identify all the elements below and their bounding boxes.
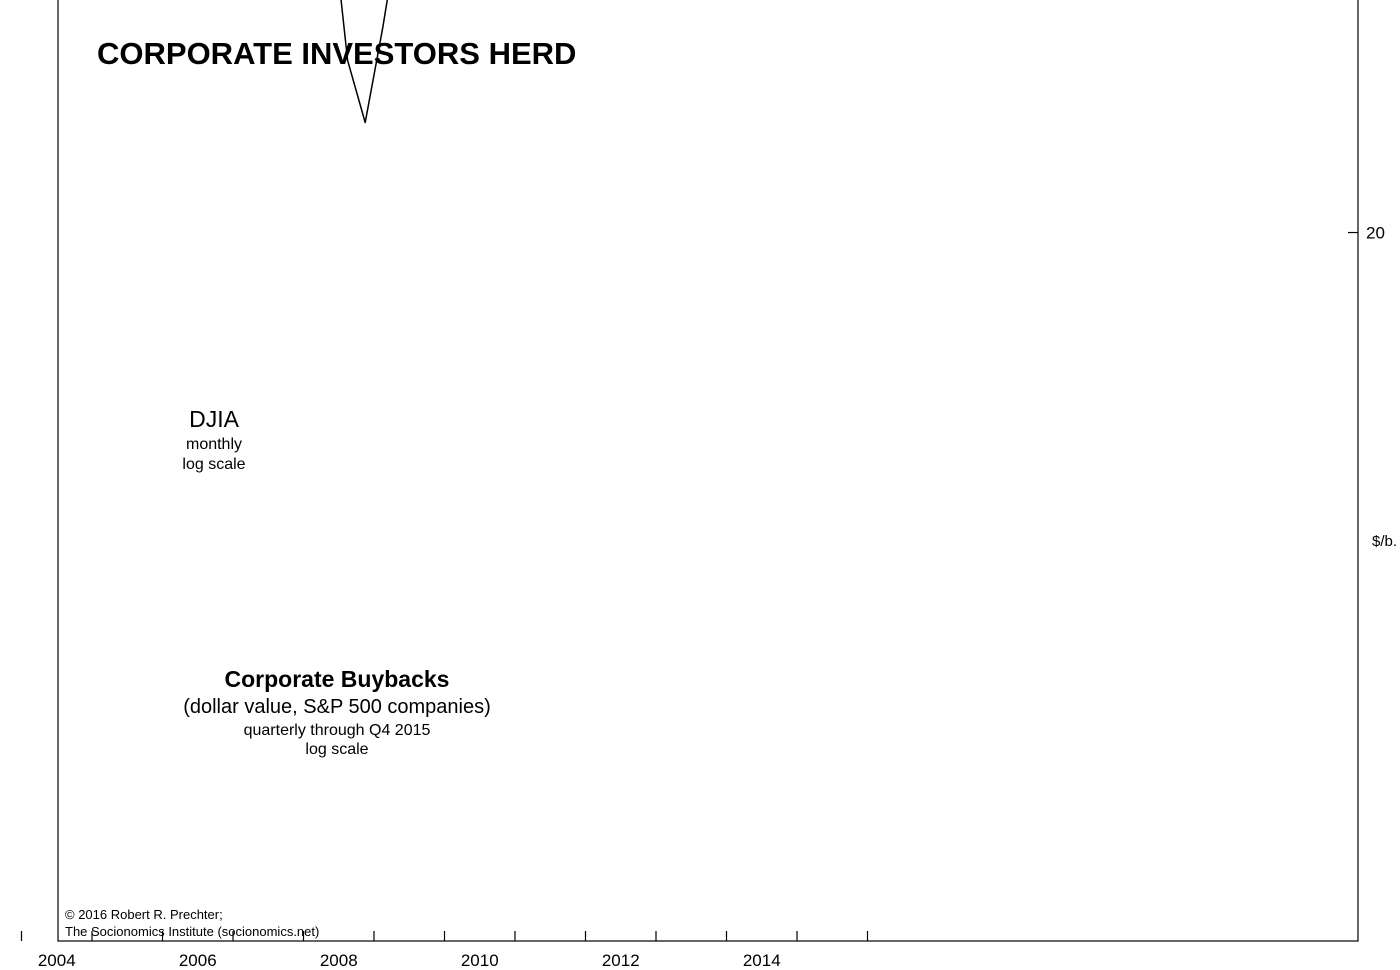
buybacks-frequency: quarterly through Q4 2015: [244, 722, 431, 739]
buybacks-scale-label: log scale: [305, 741, 368, 758]
djia-sublabel: monthly: [186, 436, 242, 453]
right-tick-label: 20: [1366, 224, 1385, 243]
x-tick-label: 2006: [179, 951, 217, 970]
x-tick-label: 2014: [743, 951, 781, 970]
buybacks-sublabel: (dollar value, S&P 500 companies): [183, 696, 491, 718]
x-tick-label: 2012: [602, 951, 640, 970]
djia-label: DJIA: [189, 406, 240, 432]
x-tick-label: 2004: [38, 951, 76, 970]
chart-title: CORPORATE INVESTORS HERD: [97, 36, 576, 71]
x-tick-label: 2010: [461, 951, 499, 970]
right-axis-unit: $/b.: [1372, 533, 1397, 550]
copyright-line: © 2016 Robert R. Prechter;: [65, 907, 223, 922]
buybacks-label: Corporate Buybacks: [225, 666, 450, 692]
copyright-source: The Socionomics Institute (socionomics.n…: [65, 924, 319, 939]
djia-scale-label: log scale: [182, 456, 245, 473]
x-tick-label: 2008: [320, 951, 358, 970]
plot-frame: [57, 0, 1359, 942]
